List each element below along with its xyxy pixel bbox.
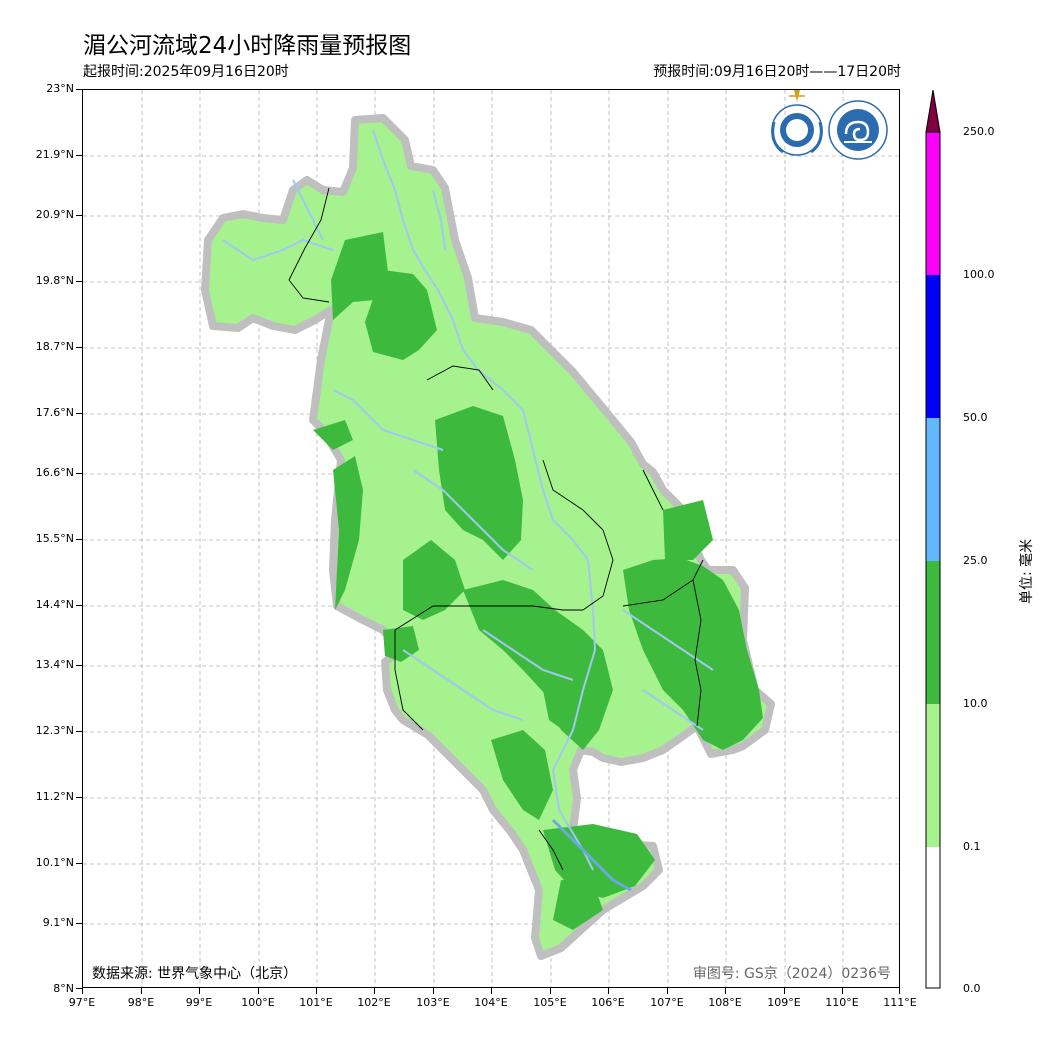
x-tick-label: 100°E [241,996,275,1009]
map-panel[interactable] [82,89,900,988]
y-tick-label: 23°N [46,82,74,95]
x-tick-label: 111°E [883,996,917,1009]
x-tick-label: 104°E [474,996,508,1009]
mekong-delta [551,818,632,892]
y-tick-label: 15.5°N [35,532,74,545]
colorbar-label: 100.0 [963,268,995,281]
y-tick-label: 18.7°N [35,340,74,353]
rain-10-25-areas [313,232,763,930]
x-tick-label: 97°E [68,996,96,1009]
rivers [222,129,714,871]
x-tick-label: 106°E [591,996,625,1009]
colorbar-label: 0.0 [963,982,981,995]
y-tick-label: 17.6°N [35,406,74,419]
unit-label: 单位: 毫米 [1019,538,1035,604]
y-tick-label: 20.9°N [35,208,74,221]
x-tick-label: 107°E [650,996,684,1009]
y-tick-label: 13.4°N [35,658,74,671]
x-tick-label: 102°E [357,996,391,1009]
country-borders [288,187,704,871]
x-tick-label: 105°E [533,996,567,1009]
map-svg [83,90,899,987]
y-tick-label: 16.6°N [35,466,74,479]
y-tick-label: 11.2°N [35,790,74,803]
forecast-time: 预报时间:09月16日20时——17日20时 [653,64,901,80]
review-number: 审图号: GS京（2024）0236号 [692,966,891,982]
x-tick-label: 108°E [708,996,742,1009]
x-tick-label: 98°E [127,996,155,1009]
y-tick-label: 21.9°N [35,148,74,161]
y-tick-label: 8°N [53,982,74,995]
colorbar-label: 0.1 [963,840,981,853]
x-tick-label: 109°E [767,996,801,1009]
data-source: 数据来源: 世界气象中心（北京） [92,966,298,982]
x-tick-label: 99°E [185,996,213,1009]
colorbar-label: 10.0 [963,697,988,710]
issue-time: 起报时间:2025年09月16日20时 [83,64,289,80]
colorbar-label: 50.0 [963,411,988,424]
y-tick-label: 14.4°N [35,598,74,611]
colorbar-label: 25.0 [963,554,988,567]
y-tick-label: 12.3°N [35,724,74,737]
x-tick-label: 103°E [416,996,450,1009]
x-tick-label: 110°E [825,996,859,1009]
y-tick-label: 10.1°N [35,856,74,869]
colorbar-label: 250.0 [963,125,995,138]
y-tick-label: 9.1°N [42,916,74,929]
wmo-logo-icon [771,90,823,156]
map-title: 湄公河流域24小时降雨量预报图 [83,33,412,59]
colorbar [925,90,941,989]
cma-logo-icon [828,100,888,160]
x-tick-label: 101°E [299,996,333,1009]
y-tick-label: 19.8°N [35,274,74,287]
